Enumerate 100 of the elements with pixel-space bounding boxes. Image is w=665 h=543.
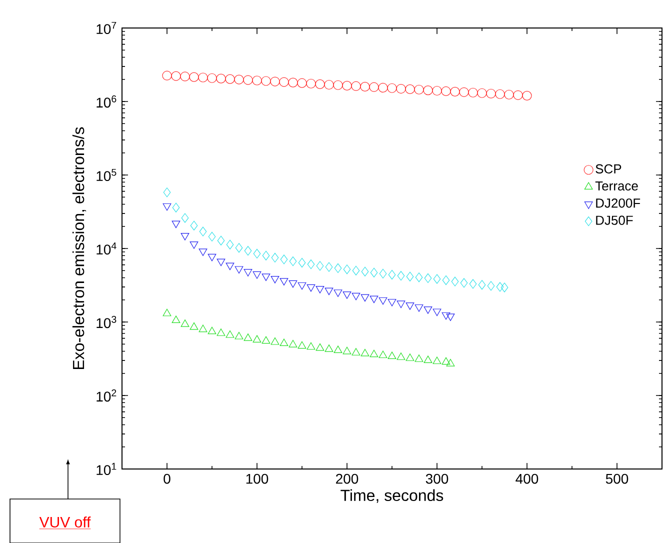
point [495, 89, 505, 99]
point [181, 213, 189, 223]
point [235, 242, 243, 252]
point [478, 280, 486, 290]
point [378, 350, 388, 358]
y-tick-label: 10$^{6}$ [96, 95, 116, 108]
point [361, 266, 369, 276]
point [234, 74, 244, 84]
point [406, 353, 414, 361]
point [388, 298, 396, 306]
point [342, 80, 352, 90]
point [225, 74, 235, 84]
point [198, 324, 208, 332]
legend-label: SCP [596, 164, 622, 174]
point [459, 87, 469, 97]
point [522, 90, 532, 100]
point [397, 270, 405, 280]
point [244, 246, 252, 256]
point [172, 220, 180, 228]
point [451, 276, 459, 286]
x-tick-label: 0 [164, 474, 170, 484]
y-tick-label: 10$^{7}$ [96, 22, 116, 34]
point [468, 88, 478, 98]
point [171, 71, 181, 81]
point [252, 271, 262, 279]
point [424, 355, 432, 363]
point [252, 334, 262, 342]
point [469, 278, 477, 288]
point [487, 280, 495, 290]
point [298, 282, 306, 290]
point [424, 306, 432, 314]
point [379, 268, 387, 278]
point [280, 278, 288, 286]
point [446, 313, 455, 321]
point [396, 300, 406, 308]
x-tick-label: 300 [426, 474, 448, 484]
legend-label: Terrace [595, 181, 638, 190]
x-tick-label: 500 [606, 474, 628, 484]
point [486, 88, 496, 98]
point [316, 286, 324, 294]
point [226, 240, 234, 250]
point [253, 248, 261, 258]
point [315, 79, 325, 89]
point [360, 294, 370, 302]
point [307, 259, 315, 269]
point [162, 308, 172, 316]
point [432, 356, 442, 364]
point [342, 291, 352, 299]
y-tick-label: 10$^{4}$ [96, 242, 116, 254]
point [496, 282, 504, 292]
point [198, 248, 208, 256]
point [343, 264, 351, 274]
point [388, 270, 396, 280]
point [387, 83, 397, 93]
legend-label: DJ200F [596, 198, 640, 208]
point [352, 348, 360, 356]
point [432, 308, 442, 316]
point [388, 351, 396, 359]
point [279, 77, 289, 87]
point [280, 254, 288, 264]
point [208, 232, 216, 242]
point [306, 284, 316, 292]
point [207, 73, 217, 83]
point [252, 76, 262, 86]
point [423, 85, 433, 95]
point [162, 70, 172, 80]
point [442, 312, 450, 320]
point [180, 71, 190, 82]
point [216, 74, 226, 84]
point [406, 272, 414, 282]
point [352, 292, 360, 300]
point [189, 72, 199, 82]
point [198, 72, 208, 82]
point [441, 86, 451, 96]
point [298, 341, 306, 348]
point [324, 80, 334, 90]
point [180, 319, 190, 327]
y-axis-title: Exo-electron emission, electrons/s [72, 127, 86, 369]
point [378, 297, 388, 304]
point [406, 302, 414, 310]
point [208, 326, 216, 334]
point [244, 333, 252, 341]
x-tick-label: 200 [336, 474, 358, 484]
point [289, 256, 297, 266]
point [270, 76, 280, 86]
point [460, 278, 468, 288]
point [370, 296, 378, 303]
x-tick-label: 400 [516, 474, 538, 484]
point [513, 90, 523, 100]
point [316, 343, 324, 351]
point [306, 342, 316, 350]
point [415, 272, 423, 282]
point [262, 250, 270, 260]
point [351, 81, 361, 91]
point [360, 348, 370, 356]
point [433, 274, 441, 284]
point [217, 236, 225, 246]
point [334, 263, 342, 273]
point [360, 82, 370, 92]
point [208, 254, 216, 262]
